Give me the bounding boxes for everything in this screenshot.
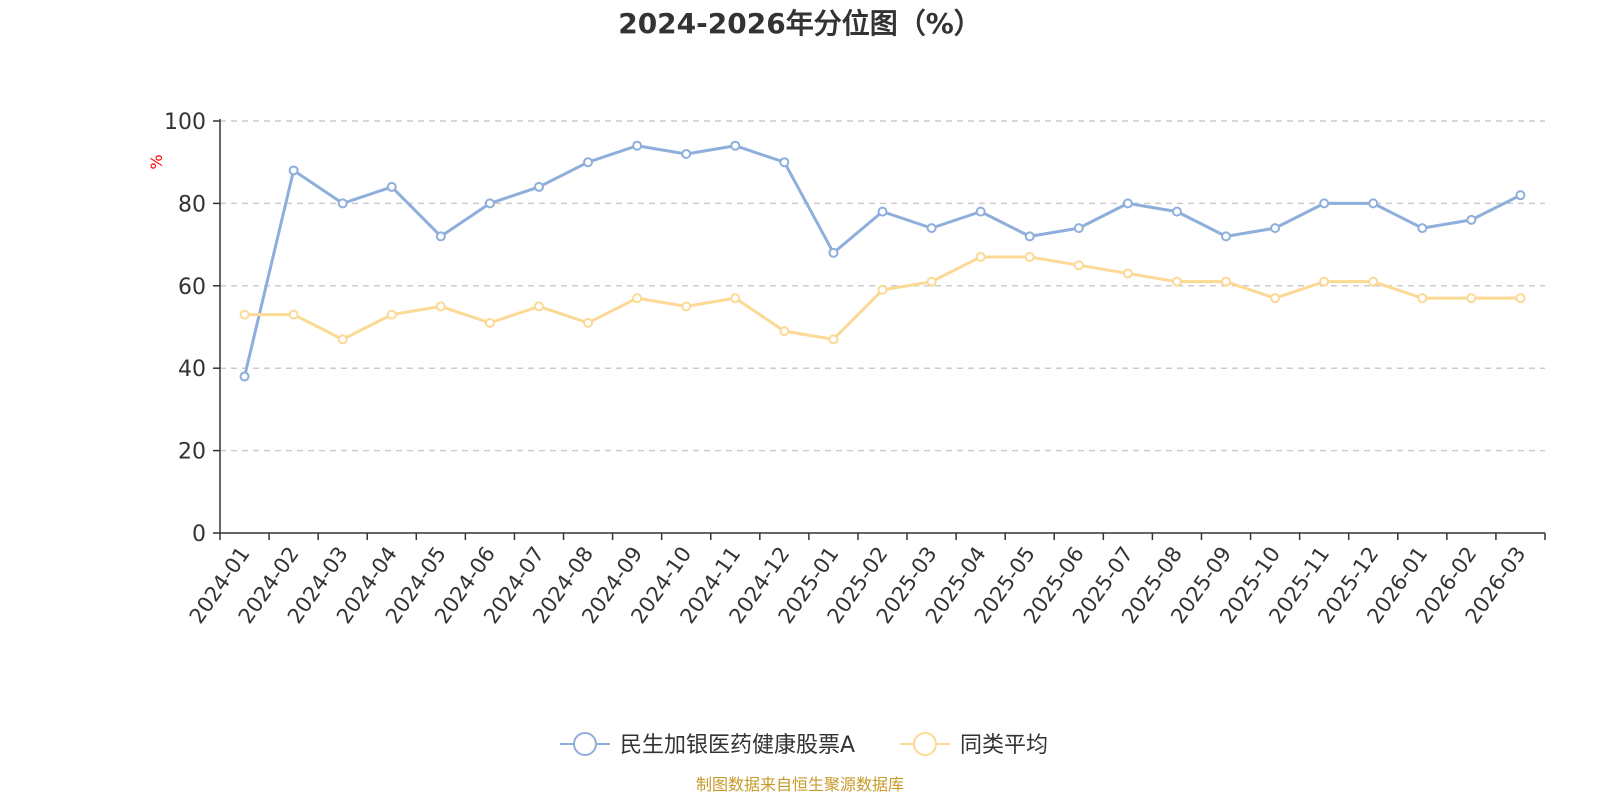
data-point[interactable] xyxy=(1417,293,1428,304)
y-tick-label: 0 xyxy=(192,522,206,547)
legend-marker-icon xyxy=(573,732,597,756)
data-point[interactable] xyxy=(632,293,643,304)
data-point[interactable] xyxy=(1073,223,1084,234)
data-point[interactable] xyxy=(1417,223,1428,234)
data-point[interactable] xyxy=(1466,214,1477,225)
data-point[interactable] xyxy=(386,181,397,192)
data-point[interactable] xyxy=(926,223,937,234)
data-point[interactable] xyxy=(1171,206,1182,217)
data-point[interactable] xyxy=(1221,231,1232,242)
data-point[interactable] xyxy=(1270,293,1281,304)
series-line xyxy=(243,255,1522,341)
data-point[interactable] xyxy=(288,309,299,320)
y-tick-label: 100 xyxy=(164,110,206,135)
data-point[interactable] xyxy=(288,165,299,176)
data-point[interactable] xyxy=(1368,198,1379,209)
data-point[interactable] xyxy=(337,334,348,345)
series-line xyxy=(243,144,1522,378)
data-point[interactable] xyxy=(975,206,986,217)
legend-label: 民生加银医药健康股票A xyxy=(620,733,855,758)
data-point[interactable] xyxy=(583,317,594,328)
axes: 0204060801002024-012024-022024-032024-04… xyxy=(164,110,1546,628)
data-point[interactable] xyxy=(484,198,495,209)
data-point[interactable] xyxy=(533,301,544,312)
legend-label: 同类平均 xyxy=(960,733,1048,758)
data-source-note: 制图数据来自恒生聚源数据库 xyxy=(696,775,904,794)
data-point[interactable] xyxy=(1466,293,1477,304)
data-point[interactable] xyxy=(1515,190,1526,201)
data-point[interactable] xyxy=(533,181,544,192)
data-point[interactable] xyxy=(828,334,839,345)
data-point[interactable] xyxy=(779,157,790,168)
data-point[interactable] xyxy=(1319,276,1330,287)
data-point[interactable] xyxy=(877,284,888,295)
series-group xyxy=(239,140,1526,382)
data-point[interactable] xyxy=(1221,276,1232,287)
data-point[interactable] xyxy=(239,309,250,320)
data-point[interactable] xyxy=(1319,198,1330,209)
y-tick-label: 40 xyxy=(178,357,206,382)
data-point[interactable] xyxy=(828,247,839,258)
legend[interactable]: 民生加银医药健康股票A 同类平均 xyxy=(560,732,1048,758)
series-2 xyxy=(239,251,1526,345)
data-point[interactable] xyxy=(583,157,594,168)
y-tick-label: 20 xyxy=(178,440,206,465)
data-point[interactable] xyxy=(239,371,250,382)
y-axis-label: % xyxy=(147,154,166,169)
data-point[interactable] xyxy=(1270,223,1281,234)
data-point[interactable] xyxy=(484,317,495,328)
data-point[interactable] xyxy=(926,276,937,287)
data-point[interactable] xyxy=(632,140,643,151)
data-point[interactable] xyxy=(730,140,741,151)
series-1 xyxy=(239,140,1526,382)
data-point[interactable] xyxy=(386,309,397,320)
data-point[interactable] xyxy=(1024,251,1035,262)
data-point[interactable] xyxy=(877,206,888,217)
legend-item[interactable]: 同类平均 xyxy=(900,732,1048,758)
data-point[interactable] xyxy=(435,301,446,312)
chart-title: 2024-2026年分位图（%） xyxy=(618,7,982,40)
data-point[interactable] xyxy=(681,301,692,312)
y-tick-label: 60 xyxy=(178,275,206,300)
data-point[interactable] xyxy=(779,326,790,337)
y-tick-label: 80 xyxy=(178,192,206,217)
data-point[interactable] xyxy=(1073,260,1084,271)
data-point[interactable] xyxy=(975,251,986,262)
data-point[interactable] xyxy=(1171,276,1182,287)
legend-item[interactable]: 民生加银医药健康股票A xyxy=(560,732,855,758)
data-point[interactable] xyxy=(730,293,741,304)
data-point[interactable] xyxy=(1024,231,1035,242)
data-point[interactable] xyxy=(681,148,692,159)
legend-marker-icon xyxy=(913,732,937,756)
data-point[interactable] xyxy=(1122,198,1133,209)
data-point[interactable] xyxy=(1368,276,1379,287)
data-point[interactable] xyxy=(1122,268,1133,279)
data-point[interactable] xyxy=(1515,293,1526,304)
data-point[interactable] xyxy=(337,198,348,209)
data-point[interactable] xyxy=(435,231,446,242)
